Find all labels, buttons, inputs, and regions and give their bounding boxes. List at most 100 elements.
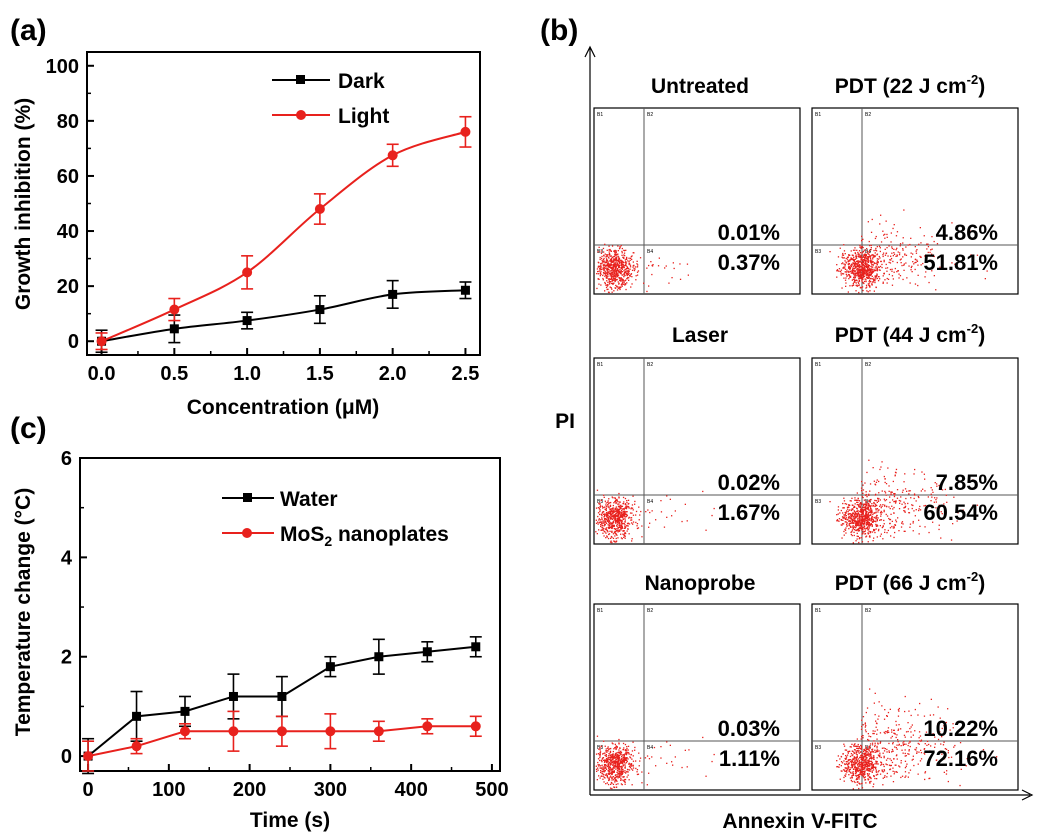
flow-event-dot [863, 280, 866, 283]
flow-event-dot [867, 259, 869, 261]
flow-event-dot [848, 774, 850, 776]
flow-event-dot [864, 269, 866, 271]
flow-event-dot [602, 775, 604, 777]
flow-event-dot [605, 256, 607, 258]
flow-event-dot [878, 276, 880, 278]
flow-event-dot [613, 255, 616, 258]
flow-event-dot [916, 260, 919, 262]
flow-event-dot [846, 769, 848, 771]
flow-event-dot [882, 254, 884, 256]
flow-event-dot [946, 770, 948, 772]
flow-event-dot [864, 509, 866, 511]
flow-event-dot [615, 502, 617, 505]
flow-event-dot [891, 731, 893, 733]
flow-event-dot [618, 738, 620, 741]
flow-event-dot [616, 765, 618, 767]
flow-event-dot [894, 500, 896, 502]
flow-event-dot [619, 518, 621, 521]
flow-event-dot [616, 771, 618, 773]
flow-event-dot [621, 266, 624, 269]
flow-event-dot [888, 764, 891, 766]
flow-event-dot [919, 525, 921, 527]
flow-event-dot [615, 254, 617, 256]
flow-event-dot [924, 490, 926, 492]
flow-event-dot [877, 530, 880, 532]
flow-event-dot [865, 516, 867, 518]
flow-event-dot [850, 272, 852, 274]
flow-event-dot [634, 503, 636, 505]
flow-event-dot [860, 247, 862, 250]
flow-event-dot [863, 499, 865, 501]
flow-event-dot [848, 528, 850, 530]
flow-event-dot [936, 759, 938, 761]
flow-event-dot [702, 490, 704, 493]
flow-event-dot [615, 522, 617, 524]
flow-event-dot [875, 726, 877, 728]
flow-event-dot [856, 499, 858, 501]
flow-event-dot [886, 515, 889, 517]
flow-event-dot [631, 784, 633, 786]
flow-event-dot [893, 224, 895, 226]
flow-event-dot [856, 269, 858, 271]
flow-event-dot [909, 740, 911, 742]
flow-event-dot [852, 528, 854, 530]
flow-event-dot [848, 514, 850, 516]
flow-event-dot [863, 525, 866, 528]
flow-event-dot [607, 519, 609, 522]
flow-event-dot [609, 511, 612, 513]
flow-event-dot [925, 271, 927, 273]
flow-event-dot [608, 498, 610, 500]
panel-b-x-arrow [1021, 789, 1034, 801]
flow-event-dot [612, 266, 614, 268]
flow-event-dot [889, 768, 891, 771]
flow-event-dot [865, 273, 867, 275]
flow-event-dot [617, 281, 619, 283]
flow-event-dot [859, 271, 862, 273]
flow-event-dot [674, 510, 676, 512]
flow-event-dot [606, 280, 608, 282]
flow-event-dot [976, 254, 979, 256]
flow-event-dot [843, 534, 845, 536]
flow-event-dot [618, 749, 620, 751]
flow-event-dot [852, 249, 855, 251]
flow-event-dot [853, 745, 855, 747]
flow-event-dot [625, 507, 627, 509]
flow-panel-lower-percent: 1.11% [719, 746, 780, 771]
flow-event-dot [856, 524, 858, 526]
flow-event-dot [608, 525, 610, 527]
flow-event-dot [861, 529, 863, 531]
flow-event-dot [620, 777, 622, 779]
flow-event-dot [616, 755, 619, 757]
flow-event-dot [858, 524, 860, 526]
flow-event-dot [602, 267, 605, 270]
flow-event-dot [600, 519, 602, 521]
flow-event-dot [879, 773, 882, 775]
flow-event-dot [616, 746, 618, 749]
flow-event-dot [937, 706, 939, 708]
flow-event-dot [856, 738, 858, 740]
panel-a-series-1-point [314, 204, 325, 215]
flow-event-dot [874, 281, 876, 284]
flow-event-dot [863, 259, 865, 261]
flow-event-dot [883, 498, 885, 500]
flow-event-dot [865, 262, 867, 264]
flow-event-dot [601, 517, 603, 519]
flow-event-dot [604, 275, 606, 277]
flow-event-dot [920, 749, 922, 751]
flow-event-dot [666, 516, 668, 518]
flow-event-dot [876, 254, 878, 256]
flow-event-dot [879, 535, 882, 537]
flow-event-dot [868, 760, 870, 763]
flow-event-dot [897, 729, 899, 731]
panel-a-series-1-line [101, 130, 466, 343]
flow-event-dot [626, 760, 628, 763]
flow-event-dot [616, 265, 618, 267]
flow-event-dot [874, 484, 877, 486]
flow-event-dot [607, 506, 610, 508]
flow-event-dot [611, 773, 613, 776]
flow-event-dot [868, 523, 870, 525]
flow-event-dot [856, 528, 859, 531]
flow-event-dot [602, 507, 604, 509]
flow-event-dot [855, 266, 857, 269]
flow-event-dot [854, 276, 857, 278]
